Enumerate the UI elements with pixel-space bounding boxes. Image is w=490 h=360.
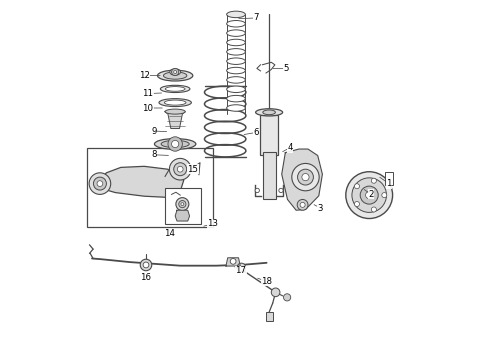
- Ellipse shape: [227, 86, 245, 93]
- Ellipse shape: [161, 140, 189, 148]
- Ellipse shape: [157, 70, 193, 81]
- Circle shape: [255, 188, 259, 193]
- Text: 8: 8: [151, 150, 157, 159]
- Ellipse shape: [164, 72, 187, 79]
- Circle shape: [177, 166, 183, 172]
- Circle shape: [237, 263, 245, 272]
- Circle shape: [346, 172, 392, 219]
- Circle shape: [168, 137, 182, 151]
- Ellipse shape: [227, 105, 245, 111]
- Circle shape: [230, 258, 236, 264]
- Bar: [386, 172, 392, 185]
- Ellipse shape: [263, 110, 275, 114]
- Circle shape: [170, 158, 191, 180]
- Text: 7: 7: [253, 13, 259, 22]
- Ellipse shape: [165, 87, 185, 91]
- Ellipse shape: [227, 95, 245, 102]
- Ellipse shape: [227, 49, 245, 55]
- Circle shape: [97, 181, 103, 186]
- Ellipse shape: [227, 30, 245, 36]
- Circle shape: [174, 71, 176, 73]
- Ellipse shape: [154, 139, 196, 149]
- Circle shape: [354, 202, 360, 207]
- Circle shape: [292, 163, 319, 191]
- Circle shape: [172, 140, 179, 148]
- Circle shape: [300, 202, 305, 207]
- Polygon shape: [282, 149, 322, 210]
- Circle shape: [371, 178, 376, 183]
- Circle shape: [360, 186, 378, 204]
- Text: 3: 3: [318, 204, 323, 212]
- Polygon shape: [99, 166, 184, 197]
- Circle shape: [279, 188, 283, 193]
- Ellipse shape: [159, 99, 192, 107]
- Ellipse shape: [160, 85, 190, 93]
- Circle shape: [140, 259, 152, 271]
- Circle shape: [181, 203, 184, 206]
- Circle shape: [176, 198, 189, 211]
- Circle shape: [297, 169, 314, 185]
- Circle shape: [172, 68, 179, 76]
- Ellipse shape: [164, 100, 186, 105]
- Ellipse shape: [227, 67, 245, 74]
- Ellipse shape: [227, 21, 245, 27]
- Ellipse shape: [227, 58, 245, 64]
- Circle shape: [89, 173, 111, 194]
- Circle shape: [284, 294, 291, 301]
- Bar: [263, 152, 275, 199]
- Text: 10: 10: [142, 104, 153, 112]
- Circle shape: [174, 163, 187, 176]
- Ellipse shape: [256, 109, 283, 116]
- Bar: [261, 115, 278, 155]
- Text: 11: 11: [142, 89, 153, 98]
- Text: 2: 2: [368, 190, 374, 199]
- Circle shape: [94, 177, 106, 190]
- Bar: [266, 312, 273, 321]
- Text: 1: 1: [386, 179, 392, 188]
- Circle shape: [143, 262, 149, 268]
- Polygon shape: [226, 258, 240, 266]
- Text: 6: 6: [253, 128, 259, 137]
- Circle shape: [382, 193, 387, 198]
- Text: 5: 5: [284, 64, 289, 73]
- Circle shape: [366, 192, 373, 199]
- Circle shape: [179, 201, 186, 208]
- Circle shape: [297, 199, 308, 210]
- Text: 16: 16: [141, 274, 151, 282]
- Text: 9: 9: [151, 126, 157, 135]
- Text: 12: 12: [139, 71, 150, 80]
- Bar: [87, 148, 213, 227]
- Circle shape: [354, 184, 360, 189]
- Text: 17: 17: [235, 266, 246, 275]
- Circle shape: [302, 174, 309, 181]
- Text: 18: 18: [261, 277, 272, 286]
- Ellipse shape: [165, 109, 185, 114]
- Text: 4: 4: [287, 143, 293, 152]
- Circle shape: [271, 288, 280, 297]
- Ellipse shape: [170, 69, 180, 75]
- Circle shape: [371, 207, 376, 212]
- Polygon shape: [175, 210, 190, 221]
- Text: 14: 14: [164, 230, 175, 239]
- Ellipse shape: [227, 39, 245, 46]
- Polygon shape: [165, 112, 185, 129]
- Circle shape: [352, 178, 387, 212]
- Text: 13: 13: [207, 219, 218, 228]
- Ellipse shape: [227, 11, 245, 18]
- Bar: [165, 188, 201, 224]
- Ellipse shape: [227, 77, 245, 83]
- Text: 15: 15: [187, 165, 198, 174]
